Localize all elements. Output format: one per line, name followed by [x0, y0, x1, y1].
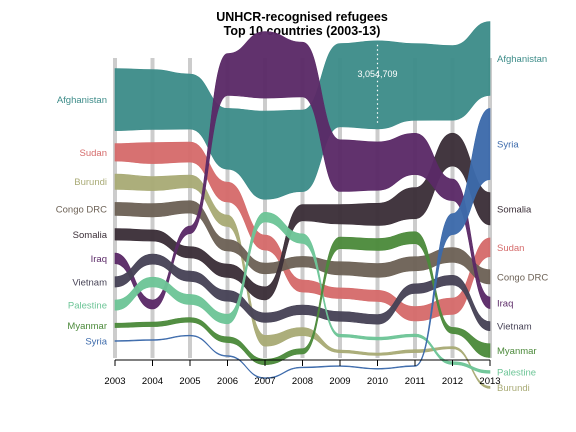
x-tick-label-2013: 2013 — [479, 376, 500, 387]
ribbon-afghanistan — [114, 21, 491, 200]
left-label-congo-drc: Congo DRC — [56, 204, 107, 215]
left-label-syria: Syria — [85, 337, 107, 348]
x-tick-label-2005: 2005 — [179, 376, 200, 387]
left-label-burundi: Burundi — [74, 177, 107, 188]
left-labels: Afghanistan Sudan Burundi Congo DRC Somalia I… — [56, 95, 108, 347]
chart-subtitle: Top 10 countries (2003-13) — [224, 24, 381, 38]
x-tick-label-2006: 2006 — [217, 376, 238, 387]
x-tick-label-2012: 2012 — [442, 376, 463, 387]
series-ribbons — [114, 21, 491, 389]
right-label-afghanistan: Afghanistan — [497, 54, 547, 65]
ribbon-myanmar — [114, 231, 491, 366]
x-tick-label-2009: 2009 — [329, 376, 350, 387]
ribbon-iraq — [114, 31, 491, 310]
ribbon-congo-drc — [114, 200, 491, 285]
right-label-palestine: Palestine — [497, 367, 536, 378]
right-label-iraq: Iraq — [497, 298, 513, 309]
annotation-value: 3,054,709 — [357, 69, 397, 79]
x-tick-label-2004: 2004 — [142, 376, 163, 387]
left-label-sudan: Sudan — [80, 148, 107, 159]
right-label-somalia: Somalia — [497, 204, 532, 215]
x-axis: 2003 2004 2005 2006 2007 2008 2009 2010 2011 2012… — [104, 359, 501, 387]
x-tick-label-2008: 2008 — [292, 376, 313, 387]
right-label-congo-drc: Congo DRC — [497, 272, 548, 283]
left-label-vietnam: Vietnam — [72, 277, 107, 288]
left-label-palestine: Palestine — [68, 301, 107, 312]
ribbon-sudan — [114, 141, 491, 322]
right-label-sudan: Sudan — [497, 243, 524, 254]
ribbon-somalia — [114, 132, 491, 301]
left-label-myanmar: Myanmar — [67, 321, 107, 332]
annotation-group: 3,054,709 — [357, 44, 398, 125]
x-tick-label-2007: 2007 — [254, 376, 275, 387]
left-label-afghanistan: Afghanistan — [57, 95, 107, 106]
left-label-iraq: Iraq — [91, 254, 107, 265]
ribbon-vietnam — [114, 253, 491, 332]
right-label-burundi: Burundi — [497, 383, 530, 394]
right-label-vietnam: Vietnam — [497, 322, 532, 333]
right-labels: Afghanistan Syria Somalia Sudan Congo DRC Ira… — [497, 54, 548, 394]
chart-title: UNHCR-recognised refugees — [216, 10, 388, 24]
ribbon-syria — [114, 108, 491, 379]
ribbon-palestine — [114, 211, 491, 374]
x-tick-label-2010: 2010 — [367, 376, 388, 387]
right-label-myanmar: Myanmar — [497, 346, 537, 357]
x-tick-label-2003: 2003 — [104, 376, 125, 387]
left-label-somalia: Somalia — [73, 230, 108, 241]
x-tick-label-2011: 2011 — [405, 376, 425, 387]
right-label-syria: Syria — [497, 140, 519, 151]
